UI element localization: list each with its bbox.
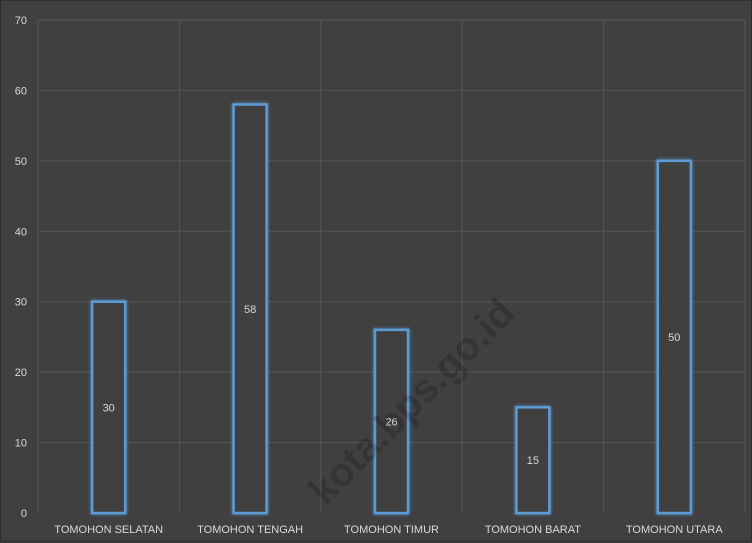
x-axis-ticks: TOMOHON SELATAN TOMOHON TENGAH TOMOHON TIM… <box>54 524 723 536</box>
x-tick-label: TOMOHON SELATAN <box>54 524 163 536</box>
y-axis-ticks: 0 10 20 30 40 50 60 70 <box>15 15 27 520</box>
x-tick-label: TOMOHON TIMUR <box>344 524 439 536</box>
watermark: kota.bps.go.id <box>300 290 523 513</box>
x-tick-label: TOMOHON UTARA <box>626 524 723 536</box>
y-tick-label: 40 <box>15 226 27 238</box>
bar <box>373 328 410 515</box>
y-tick-label: 50 <box>15 156 27 168</box>
data-label: 58 <box>244 304 256 316</box>
y-tick-label: 10 <box>15 438 27 450</box>
x-tick-label: TOMOHON BARAT <box>485 524 581 536</box>
data-label: 30 <box>103 402 115 414</box>
bar <box>515 406 551 515</box>
y-tick-label: 70 <box>15 15 27 27</box>
data-label: 15 <box>527 455 539 467</box>
data-label: 26 <box>385 416 397 428</box>
y-tick-label: 30 <box>15 297 27 309</box>
bar <box>90 300 127 515</box>
y-tick-label: 20 <box>15 367 27 379</box>
x-tick-label: TOMOHON TENGAH <box>197 524 303 536</box>
y-tick-label: 0 <box>21 508 27 520</box>
data-labels: 30 58 26 15 50 <box>103 304 681 467</box>
y-tick-label: 60 <box>15 85 27 97</box>
bar <box>656 159 693 515</box>
gridlines <box>37 19 746 513</box>
bar <box>232 103 268 515</box>
bars <box>90 103 693 515</box>
data-label: 50 <box>668 332 680 344</box>
